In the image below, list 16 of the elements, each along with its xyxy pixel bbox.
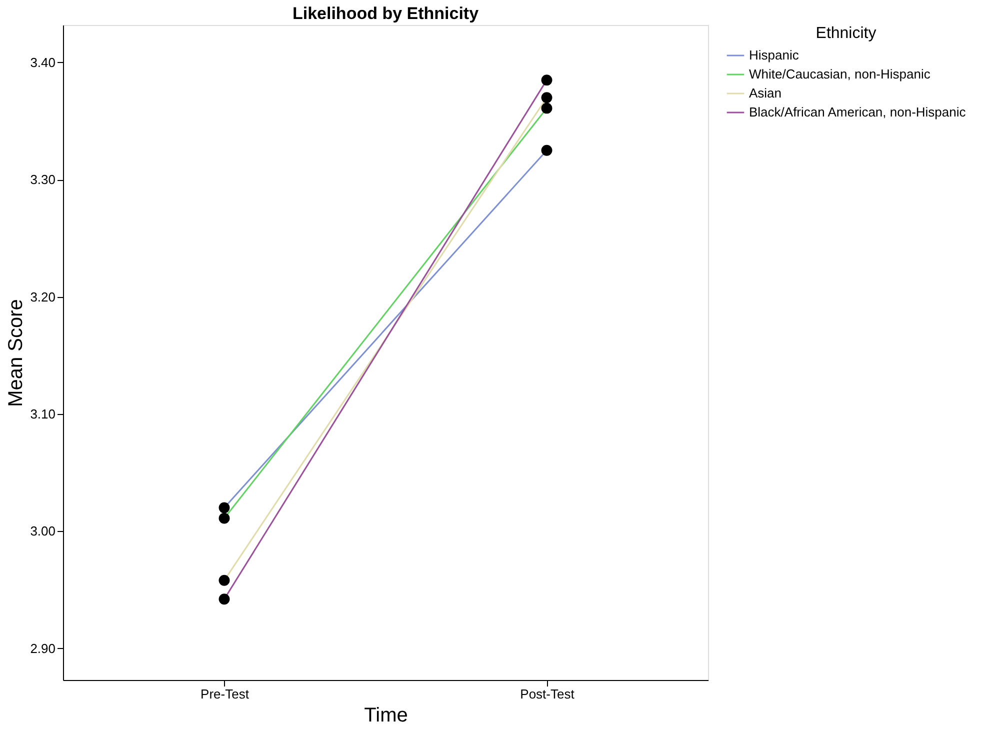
legend-title: Ethnicity bbox=[816, 25, 876, 42]
y-tick-label: 3.40 bbox=[30, 54, 56, 70]
y-tick-label: 3.10 bbox=[30, 406, 56, 422]
legend-label: White/Caucasian, non-Hispanic bbox=[749, 66, 931, 82]
y-tick-label: 2.90 bbox=[30, 640, 56, 656]
chart-title: Likelihood by Ethnicity bbox=[292, 4, 480, 23]
y-tick-label: 3.30 bbox=[30, 172, 56, 188]
x-axis-title: Time bbox=[364, 704, 408, 726]
legend-label: Asian bbox=[749, 86, 782, 100]
y-tick-label: 3.00 bbox=[30, 524, 56, 539]
x-tick-label: Pre-Test bbox=[200, 686, 250, 702]
y-axis-title: Mean Score bbox=[5, 299, 28, 407]
legend-label: Black/African American, non-Hispanic bbox=[749, 104, 966, 120]
y-tick-label: 3.20 bbox=[30, 289, 56, 304]
legend-label: Hispanic bbox=[749, 48, 800, 62]
x-tick-label: Post-Test bbox=[520, 686, 575, 702]
